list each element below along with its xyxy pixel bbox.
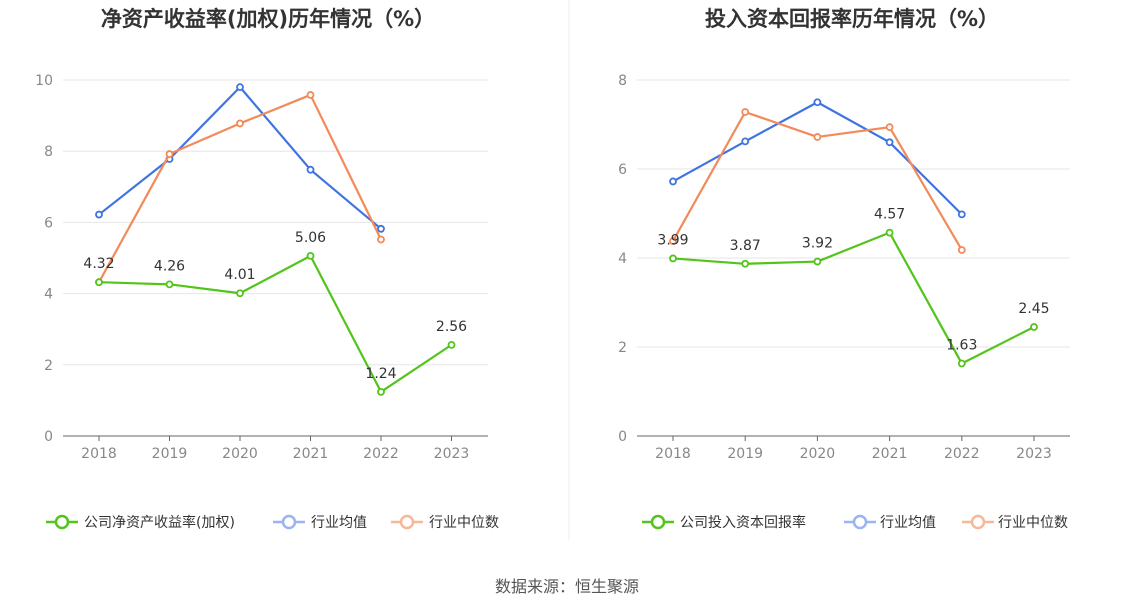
- legend-marker: [970, 514, 986, 530]
- data-point: [236, 83, 244, 92]
- data-label: 2.56: [436, 319, 467, 335]
- series-line: [98, 254, 453, 393]
- data-point: [957, 246, 966, 254]
- legend-label: 公司投入资本回报率: [680, 514, 806, 531]
- data-point: [165, 150, 174, 158]
- x-tick-label: 2020: [222, 446, 258, 462]
- data-point: [741, 137, 750, 146]
- series-line: [672, 101, 963, 216]
- legend-label: 行业均值: [880, 515, 936, 531]
- roe-chart: 净资产收益率(加权)历年情况（%） 0 2 4 6 8 10 2018 2019 2020 2021…: [35, 7, 499, 531]
- data-point: [377, 235, 385, 244]
- data-label: 1.24: [365, 366, 396, 382]
- data-label: 2.45: [1018, 301, 1049, 317]
- data-label: 4.26: [154, 258, 185, 274]
- data-point: [669, 254, 677, 263]
- data-point: [741, 108, 750, 116]
- data-point: [885, 123, 894, 132]
- data-point: [669, 177, 677, 186]
- x-tick-label: 2021: [872, 446, 908, 462]
- chart-title: 投入资本回报率历年情况（%）: [705, 7, 999, 31]
- x-tick-label: 2023: [434, 446, 470, 462]
- data-source-label: 数据来源：恒生聚源: [495, 577, 639, 596]
- x-tick-label: 2018: [655, 446, 691, 462]
- data-label: 4.32: [83, 256, 114, 272]
- x-tick-label: 2021: [293, 446, 329, 462]
- data-point: [447, 340, 456, 349]
- y-tick-label: 8: [44, 144, 53, 160]
- legend-label: 行业中位数: [429, 515, 499, 531]
- y-tick-label: 2: [44, 358, 53, 374]
- x-tick-label: 2022: [944, 446, 980, 462]
- data-point: [813, 98, 822, 107]
- x-tick-label: 2019: [727, 446, 763, 462]
- y-tick-label: 6: [618, 162, 627, 178]
- y-tick-label: 2: [618, 340, 627, 356]
- data-point: [377, 224, 385, 233]
- data-label: 3.87: [730, 238, 761, 254]
- y-tick-label: 4: [618, 251, 627, 267]
- data-label: 3.99: [657, 232, 688, 248]
- data-point: [957, 210, 966, 219]
- data-point: [165, 280, 174, 289]
- data-point: [813, 133, 822, 141]
- y-tick-label: 4: [44, 287, 53, 303]
- x-tick-label: 2018: [81, 446, 117, 462]
- data-point: [306, 251, 315, 260]
- data-point: [95, 278, 103, 287]
- data-point: [377, 387, 385, 396]
- data-point: [669, 237, 677, 245]
- legend-marker: [399, 514, 415, 530]
- x-tick-label: 2020: [800, 446, 836, 462]
- data-point: [885, 228, 894, 237]
- data-point: [957, 359, 966, 368]
- data-point: [306, 165, 315, 174]
- chart-title: 净资产收益率(加权)历年情况（%）: [101, 7, 435, 31]
- legend-label: 公司净资产收益率(加权): [84, 514, 235, 531]
- data-label: 5.06: [295, 230, 326, 246]
- data-point: [95, 210, 103, 219]
- y-tick-label: 10: [35, 73, 53, 89]
- series-line: [672, 231, 1035, 365]
- x-tick-label: 2022: [363, 446, 399, 462]
- roic-chart: 投入资本回报率历年情况（%） 0 2 4 6 8 2018 2019 2020 2021 2022 2…: [618, 7, 1070, 531]
- y-tick-label: 6: [44, 215, 53, 231]
- data-point: [741, 259, 750, 268]
- x-tick-label: 2019: [152, 446, 188, 462]
- legend-label: 行业均值: [311, 515, 367, 531]
- data-label: 1.63: [946, 337, 977, 353]
- legend-marker: [852, 514, 868, 530]
- legend-marker: [281, 514, 297, 530]
- data-point: [236, 119, 244, 128]
- y-tick-label: 0: [44, 429, 53, 445]
- data-point: [1030, 323, 1038, 331]
- data-point: [813, 257, 822, 266]
- y-tick-label: 0: [618, 429, 627, 445]
- legend-marker: [54, 514, 70, 530]
- series-line: [672, 110, 963, 251]
- y-tick-label: 8: [618, 73, 627, 89]
- x-tick-label: 2023: [1016, 446, 1052, 462]
- legend-marker: [650, 514, 666, 530]
- legend-label: 行业中位数: [998, 515, 1068, 531]
- data-point: [236, 289, 244, 298]
- data-point: [885, 138, 894, 147]
- data-label: 3.92: [802, 236, 833, 252]
- data-label: 4.01: [224, 267, 255, 283]
- data-label: 4.57: [874, 207, 905, 223]
- data-point: [306, 91, 315, 99]
